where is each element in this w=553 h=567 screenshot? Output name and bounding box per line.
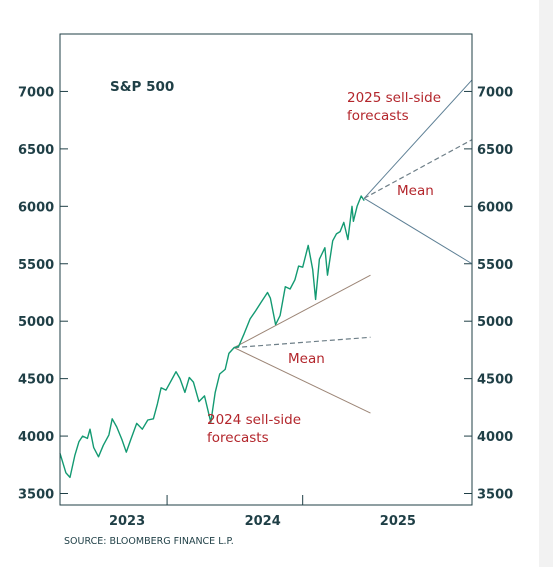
y-tick-label-right: 4000 <box>477 430 513 445</box>
scrollbar-track <box>539 0 553 567</box>
forecast-2025-mean-label: Mean <box>397 183 434 199</box>
forecast-2024-label-line1: 2024 sell-side <box>207 412 301 428</box>
y-tick-label-left: 7000 <box>18 85 54 100</box>
forecast-2024-label-line2: forecasts <box>207 430 269 446</box>
y-tick-label-left: 3500 <box>18 488 54 503</box>
forecast-2025-label-line2: forecasts <box>347 108 409 124</box>
chart-labels: 3500 3500 4000 4000 4500 4500 5000 5000 5500 5500… <box>18 79 513 547</box>
y-tick-label-right: 4500 <box>477 373 513 388</box>
y-tick-label-right: 7000 <box>477 85 513 100</box>
x-year-label: 2025 <box>380 514 416 529</box>
y-tick-label-left: 5500 <box>18 258 54 273</box>
forecast-2024-low-line <box>233 347 371 414</box>
x-year-label: 2024 <box>245 514 281 529</box>
x-year-label: 2023 <box>109 514 145 529</box>
y-tick-label-right: 5500 <box>477 258 513 273</box>
forecast-2025-high-line <box>363 79 473 199</box>
y-tick-label-right: 3500 <box>477 488 513 503</box>
y-tick-label-right: 6500 <box>477 143 513 158</box>
forecast-2024-mean-label: Mean <box>288 351 325 367</box>
sp500-price-line <box>59 195 365 479</box>
forecast-2025-mean-line <box>363 139 473 199</box>
chart-title: S&P 500 <box>110 79 174 95</box>
y-tick-label-right: 6000 <box>477 200 513 215</box>
y-tick-label-left: 5000 <box>18 315 54 330</box>
forecast-2024-high-line <box>233 274 371 349</box>
y-tick-label-right: 5000 <box>477 315 513 330</box>
plot-frame <box>59 33 473 506</box>
y-tick-label-left: 6000 <box>18 200 54 215</box>
forecast-lines <box>233 79 473 414</box>
forecast-2025-label-line1: 2025 sell-side <box>347 90 441 106</box>
y-tick-label-left: 4500 <box>18 373 54 388</box>
forecast-2024-mean-line <box>234 336 371 349</box>
axis-ticks <box>60 90 472 505</box>
y-tick-label-left: 6500 <box>18 143 54 158</box>
forecast-2025-low-line <box>363 197 473 265</box>
y-tick-label-left: 4000 <box>18 430 54 445</box>
source-note: SOURCE: BLOOMBERG FINANCE L.P. <box>64 536 234 547</box>
